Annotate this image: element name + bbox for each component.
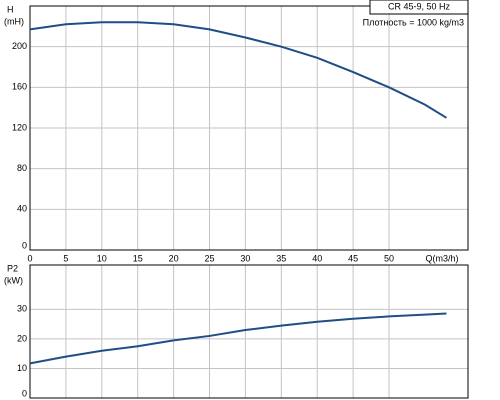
x-tick-label: 30 bbox=[240, 253, 250, 263]
y-tick-label: 20 bbox=[17, 333, 27, 343]
y-tick-label: 80 bbox=[17, 163, 27, 173]
x-tick-label: 25 bbox=[205, 253, 215, 263]
x-tick-label: 40 bbox=[312, 253, 322, 263]
x-tick-label: 20 bbox=[169, 253, 179, 263]
y-tick-label: 30 bbox=[17, 304, 27, 314]
y-axis-unit: (mH) bbox=[4, 16, 24, 26]
y-tick-label: 160 bbox=[12, 82, 27, 92]
x-tick-label: 0 bbox=[27, 253, 32, 263]
y-tick-label: 200 bbox=[12, 41, 27, 51]
y-tick-label: 10 bbox=[17, 363, 27, 373]
x-tick-label: 50 bbox=[384, 253, 394, 263]
y-tick-label: 120 bbox=[12, 122, 27, 132]
chart-subtitle: Плотность = 1000 kg/m3 bbox=[363, 17, 464, 27]
y-tick-label: 0 bbox=[22, 388, 27, 398]
x-tick-label: 35 bbox=[276, 253, 286, 263]
x-tick-label: 5 bbox=[63, 253, 68, 263]
plot-frame bbox=[29, 5, 469, 251]
title-box bbox=[369, 0, 469, 15]
y-axis-label: H bbox=[7, 4, 14, 14]
x-tick-label: 15 bbox=[133, 253, 143, 263]
y-axis-label: P2 bbox=[7, 263, 18, 273]
chart-title: CR 45-9, 50 Hz bbox=[388, 1, 451, 11]
plot-frame bbox=[29, 264, 469, 399]
x-axis-label: Q(m3/h) bbox=[425, 253, 458, 263]
curve bbox=[29, 312, 447, 365]
y-tick-label: 0 bbox=[22, 240, 27, 250]
y-tick-label: 40 bbox=[17, 204, 27, 214]
x-tick-label: 45 bbox=[348, 253, 358, 263]
y-axis-unit: (kW) bbox=[4, 275, 23, 285]
x-tick-label: 10 bbox=[97, 253, 107, 263]
curve bbox=[29, 21, 447, 119]
